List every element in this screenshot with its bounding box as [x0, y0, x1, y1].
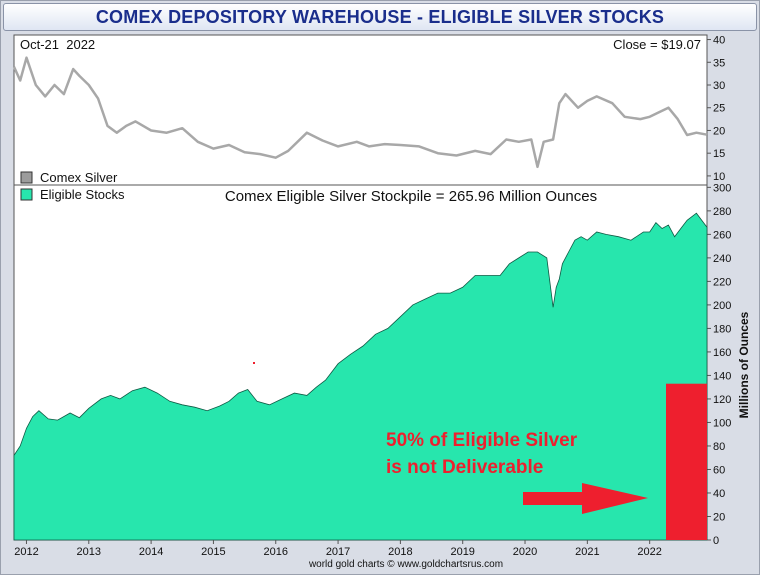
x-tick-label: 2016 [264, 546, 288, 558]
legend-swatch-stocks [20, 188, 33, 201]
stocks-y-tick-label: 140 [713, 370, 731, 382]
silver-y-ticks: 10 15 20 25 30 35 40 [707, 35, 725, 183]
stocks-y-tick-label: 100 [713, 417, 731, 429]
stocks-y-tick-label: 240 [713, 253, 731, 265]
close-label: Close = $19.07 [613, 37, 701, 52]
x-tick-label: 2012 [14, 546, 38, 558]
stockpile-title: Comex Eligible Silver Stockpile = 265.96… [225, 188, 597, 205]
x-tick-label: 2015 [201, 546, 225, 558]
stray-marker [253, 362, 255, 364]
stocks-y-ticks: 0 20 40 60 80 100 120 140 160 180 200 220 240 260 280 3… [707, 182, 731, 547]
annotation-line-2: is not Deliverable [386, 457, 543, 478]
chart-title: COMEX DEPOSITORY WAREHOUSE - ELIGIBLE SI… [3, 3, 757, 31]
stocks-y-tick-label: 120 [713, 394, 731, 406]
x-tick-label: 2017 [326, 546, 350, 558]
stocks-y-tick-label: 60 [713, 464, 725, 476]
footer-credit: world gold charts © www.goldchartsrus.co… [308, 559, 503, 570]
x-axis-ticks: 2012 2013 2014 2015 2016 2017 2018 2019 2020 2021… [14, 540, 662, 558]
legend-label-stocks: Eligible Stocks [40, 187, 125, 202]
stocks-y-tick-label: 220 [713, 276, 731, 288]
x-tick-label: 2020 [513, 546, 537, 558]
x-tick-label: 2014 [139, 546, 163, 558]
silver-y-tick-label: 35 [713, 57, 725, 69]
x-tick-label: 2018 [388, 546, 412, 558]
stocks-y-tick-label: 20 [713, 511, 725, 523]
silver-y-tick-label: 30 [713, 80, 725, 92]
silver-y-tick-label: 10 [713, 171, 725, 183]
stocks-y-tick-label: 200 [713, 300, 731, 312]
stocks-area [13, 212, 708, 541]
stocks-area-group [13, 212, 708, 541]
stocks-y-tick-label: 160 [713, 347, 731, 359]
y-axis-label: Millions of Ounces [737, 311, 751, 418]
stocks-y-tick-label: 80 [713, 441, 725, 453]
x-tick-label: 2013 [77, 546, 101, 558]
silver-line-group [12, 56, 708, 169]
silver-y-tick-label: 40 [713, 35, 725, 47]
stocks-y-tick-label: 0 [713, 535, 719, 547]
stocks-y-tick-label: 180 [713, 323, 731, 335]
stocks-y-tick-label: 300 [713, 182, 731, 194]
x-tick-label: 2022 [637, 546, 661, 558]
annotation-bar [666, 383, 707, 540]
annotation-line-1: 50% of Eligible Silver [386, 430, 578, 451]
x-tick-label: 2021 [575, 546, 599, 558]
annotation-arrow [523, 483, 648, 514]
silver-y-tick-label: 15 [713, 148, 725, 160]
silver-y-tick-label: 20 [713, 125, 725, 137]
stocks-y-tick-label: 40 [713, 488, 725, 500]
stocks-y-tick-label: 280 [713, 206, 731, 218]
x-tick-label: 2019 [450, 546, 474, 558]
date-label: Oct-21 2022 [20, 37, 95, 52]
silver-y-tick-label: 25 [713, 103, 725, 115]
silver-price-line [12, 56, 708, 169]
legend-label-silver: Comex Silver [40, 170, 118, 185]
silver-panel [13, 34, 708, 186]
legend-swatch-silver [20, 171, 33, 184]
stocks-y-tick-label: 260 [713, 229, 731, 241]
